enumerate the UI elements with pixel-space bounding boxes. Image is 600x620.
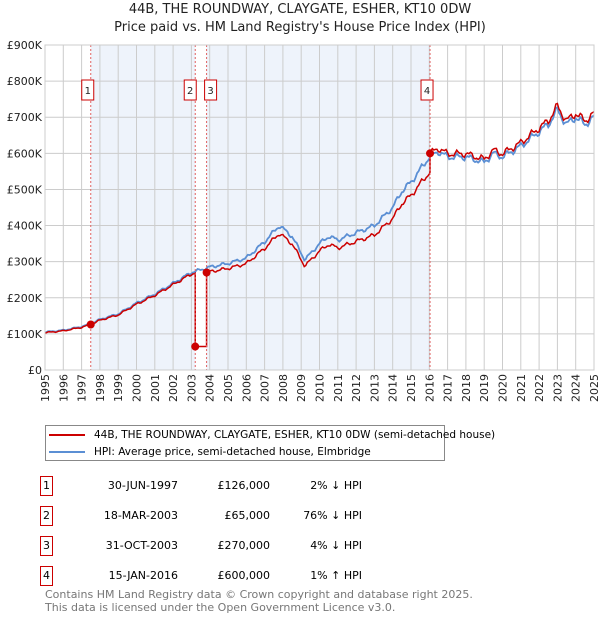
sale-label-box — [183, 79, 197, 101]
sale-label: 3 — [207, 86, 213, 97]
y-tick-label: £400K — [7, 220, 43, 233]
sale-row: 2 18-MAR-2003 £65,000 76% ↓ HPI — [40, 506, 380, 526]
legend-label: HPI: Average price, semi-detached house,… — [94, 446, 371, 458]
x-tick-label: 2016 — [423, 374, 436, 402]
y-tick-label: £100K — [7, 328, 43, 341]
plot-frame — [44, 44, 595, 371]
sale-row: 1 30-JUN-1997 £126,000 2% ↓ HPI — [40, 476, 380, 496]
property-series-line — [44, 102, 595, 348]
price-chart: 1995 1996 1997 1998 1999 2000 2001 2002 2003 2004… — [7, 39, 600, 402]
y-tick-label: £800K — [7, 75, 43, 88]
sale-point — [86, 320, 95, 329]
sale-point — [191, 342, 200, 351]
x-tick-label: 1997 — [76, 374, 89, 402]
sale-point — [426, 149, 435, 158]
sale-number-badge: 3 — [40, 536, 53, 556]
y-tick-label: £700K — [7, 111, 43, 124]
sale-price: £270,000 — [217, 539, 271, 552]
sale-number-badge: 2 — [40, 506, 53, 526]
sale-label: 4 — [424, 86, 430, 97]
x-tick-label: 2021 — [515, 374, 528, 402]
x-tick-label: 1996 — [57, 374, 70, 402]
sale-price: £600,000 — [217, 569, 271, 582]
x-tick-label: 2017 — [442, 374, 455, 402]
sale-price: £126,000 — [217, 479, 271, 492]
sale-label-box — [420, 79, 434, 101]
hpi-series-line — [44, 106, 595, 334]
footer-line: Contains HM Land Registry data © Crown c… — [45, 588, 473, 601]
sale-number-badge: 1 — [40, 476, 53, 496]
x-tick-label: 2015 — [405, 374, 418, 402]
sale-date: 18-MAR-2003 — [103, 509, 178, 522]
shaded-period — [90, 45, 196, 370]
x-tick-label: 2003 — [185, 374, 198, 402]
legend-label: 44B, THE ROUNDWAY, CLAYGATE, ESHER, KT10… — [94, 429, 496, 441]
y-tick-label: £900K — [7, 39, 43, 52]
sale-label: 1 — [85, 86, 91, 97]
x-tick-label: 2002 — [167, 374, 180, 402]
x-tick-label: 2020 — [497, 374, 510, 402]
x-tick-label: 2018 — [460, 374, 473, 402]
x-tick-label: 1995 — [39, 374, 52, 402]
y-tick-label: £500K — [7, 183, 43, 196]
x-tick-label: 2008 — [277, 374, 290, 402]
x-tick-label: 2007 — [259, 374, 272, 402]
y-tick-label: £600K — [7, 147, 43, 160]
x-tick-label: 2023 — [551, 374, 564, 402]
y-tick-label: £200K — [7, 292, 43, 305]
x-tick-label: 2025 — [588, 374, 600, 402]
sale-hpi-diff: 2% ↓ HPI — [310, 479, 362, 492]
x-tick-label: 2001 — [149, 374, 162, 402]
sale-label-box — [204, 79, 218, 101]
y-tick-label: £300K — [7, 256, 43, 269]
sale-label: 2 — [187, 86, 193, 97]
sale-hpi-diff: 4% ↓ HPI — [310, 539, 362, 552]
x-tick-label: 2014 — [387, 374, 400, 402]
x-tick-label: 2024 — [570, 374, 583, 402]
x-tick-label: 2013 — [368, 374, 381, 402]
x-tick-label: 2006 — [240, 374, 253, 402]
chart-subtitle: Price paid vs. HM Land Registry's House … — [114, 20, 486, 35]
sale-number-badge: 4 — [40, 566, 53, 586]
x-tick-label: 1999 — [112, 374, 125, 402]
shaded-period — [206, 45, 431, 370]
legend-item-property: 44B, THE ROUNDWAY, CLAYGATE, ESHER, KT10… — [49, 428, 495, 442]
x-tick-label: 1998 — [94, 374, 107, 402]
sale-date: 31-OCT-2003 — [105, 539, 178, 552]
sale-hpi-diff: 76% ↓ HPI — [303, 509, 362, 522]
y-tick-label: £0 — [28, 364, 42, 377]
chart-title: 44B, THE ROUNDWAY, CLAYGATE, ESHER, KT10… — [128, 2, 472, 17]
sale-date: 15-JAN-2016 — [108, 569, 178, 582]
sale-row: 4 15-JAN-2016 £600,000 1% ↑ HPI — [40, 566, 380, 586]
footer: Contains HM Land Registry data © Crown c… — [45, 588, 473, 614]
x-tick-label: 2019 — [478, 374, 491, 402]
x-tick-label: 2011 — [332, 374, 345, 402]
x-tick-label: 2005 — [222, 374, 235, 402]
x-tick-label: 2012 — [350, 374, 363, 402]
sale-point — [202, 268, 211, 277]
x-tick-label: 2010 — [314, 374, 327, 402]
x-tick-label: 2004 — [204, 374, 217, 402]
x-tick-label: 2000 — [131, 374, 144, 402]
sale-date: 30-JUN-1997 — [107, 479, 178, 492]
legend-item-hpi: HPI: Average price, semi-detached house,… — [49, 445, 371, 459]
legend: 44B, THE ROUNDWAY, CLAYGATE, ESHER, KT10… — [45, 425, 495, 461]
x-tick-label: 2022 — [533, 374, 546, 402]
sale-hpi-diff: 1% ↑ HPI — [310, 569, 362, 582]
sale-label-box — [81, 79, 95, 101]
sale-row: 3 31-OCT-2003 £270,000 4% ↓ HPI — [40, 536, 380, 556]
x-tick-label: 2009 — [295, 374, 308, 402]
sale-price: £65,000 — [224, 509, 271, 522]
footer-line: This data is licensed under the Open Gov… — [45, 601, 396, 614]
